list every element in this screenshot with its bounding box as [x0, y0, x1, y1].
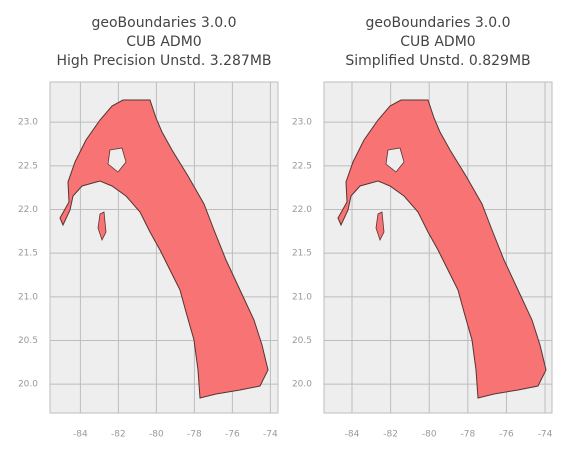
y-tick-label: 20.5 — [292, 336, 312, 346]
y-tick-label: 22.0 — [292, 205, 312, 215]
x-tick-label: -80 — [149, 430, 164, 440]
x-tick-label: -74 — [263, 430, 278, 440]
chart-title: CUB ADM0 — [400, 34, 475, 50]
map-panel — [49, 81, 279, 414]
x-tick-label: -74 — [538, 430, 553, 440]
x-tick-label: -76 — [225, 430, 240, 440]
x-tick-label: -78 — [187, 430, 202, 440]
x-tick-label: -78 — [460, 430, 475, 440]
y-tick-label: 22.5 — [292, 161, 312, 171]
chart-title: geoBoundaries 3.0.0 — [91, 15, 236, 31]
y-tick-label: 21.0 — [18, 292, 38, 302]
y-tick-label: 23.0 — [292, 118, 312, 128]
x-tick-label: -82 — [383, 430, 398, 440]
chart-title: High Precision Unstd. 3.287MB — [57, 53, 272, 69]
chart-title: geoBoundaries 3.0.0 — [365, 15, 510, 31]
chart-title: Simplified Unstd. 0.829MB — [345, 53, 530, 69]
y-tick-label: 20.0 — [292, 380, 312, 390]
y-tick-label: 23.0 — [18, 118, 38, 128]
y-tick-label: 21.5 — [18, 249, 38, 259]
x-tick-label: -76 — [499, 430, 514, 440]
x-tick-label: -84 — [345, 430, 360, 440]
y-tick-label: 22.0 — [18, 205, 38, 215]
x-tick-label: -82 — [111, 430, 126, 440]
y-tick-label: 21.5 — [292, 249, 312, 259]
map-panel — [323, 81, 553, 414]
chart-title: CUB ADM0 — [126, 34, 201, 50]
y-tick-label: 20.5 — [18, 336, 38, 346]
x-tick-label: -80 — [422, 430, 437, 440]
y-tick-label: 22.5 — [18, 161, 38, 171]
y-tick-label: 21.0 — [292, 292, 312, 302]
y-tick-label: 20.0 — [18, 380, 38, 390]
x-tick-label: -84 — [73, 430, 88, 440]
